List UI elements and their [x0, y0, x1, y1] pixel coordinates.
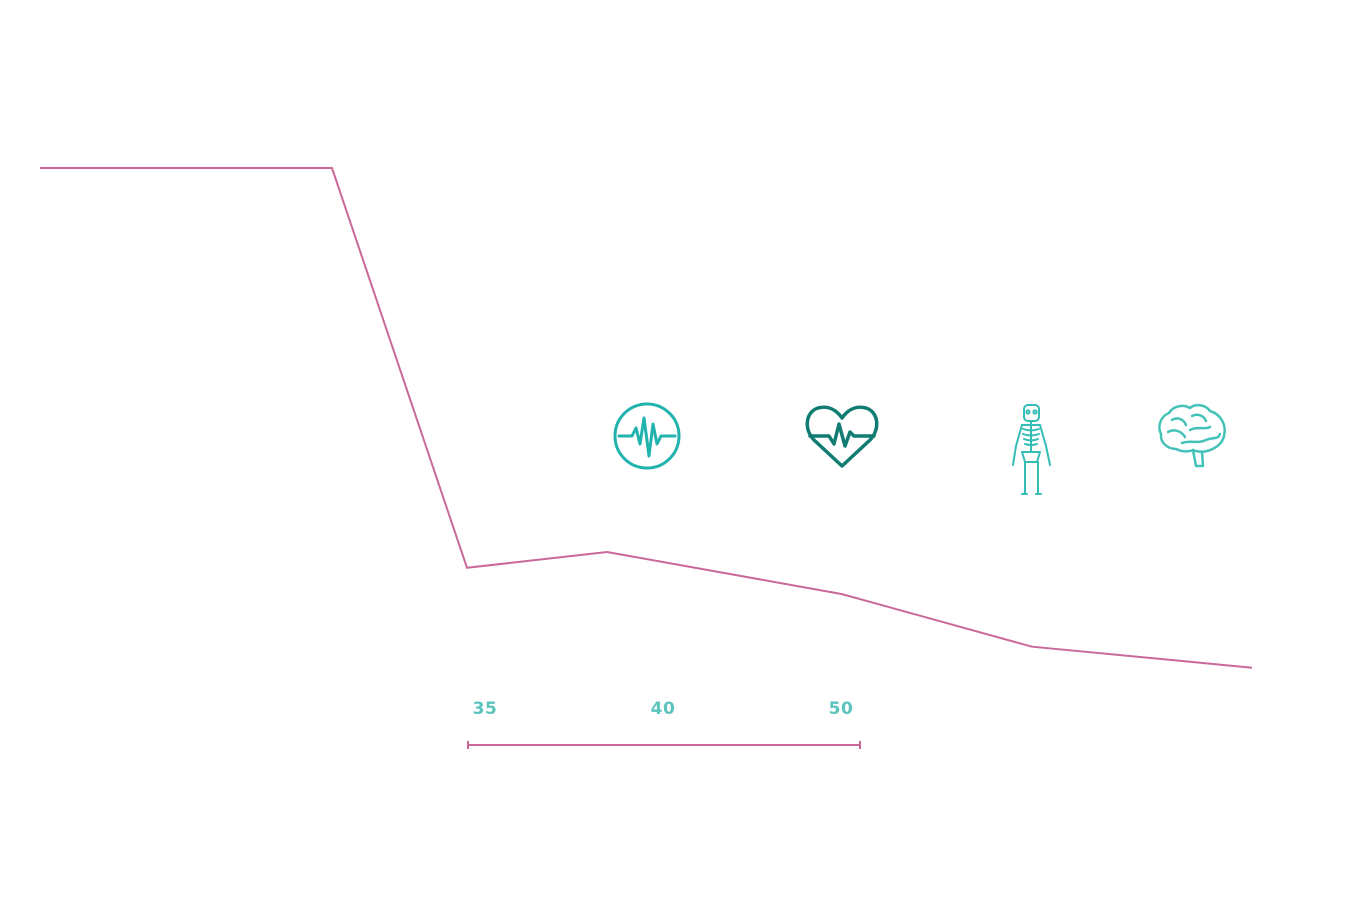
series-line: [40, 167, 1253, 669]
x-tick-label: 50: [829, 699, 854, 719]
x-tick-label: 35: [473, 699, 498, 719]
pulse-circle-icon: [613, 402, 681, 470]
heart-pulse-icon: [805, 405, 879, 468]
x-tick-label: 40: [651, 699, 676, 719]
brain-icon: [1158, 403, 1226, 468]
age-range-bracket: [467, 741, 861, 749]
skeleton-icon: [1012, 404, 1051, 495]
